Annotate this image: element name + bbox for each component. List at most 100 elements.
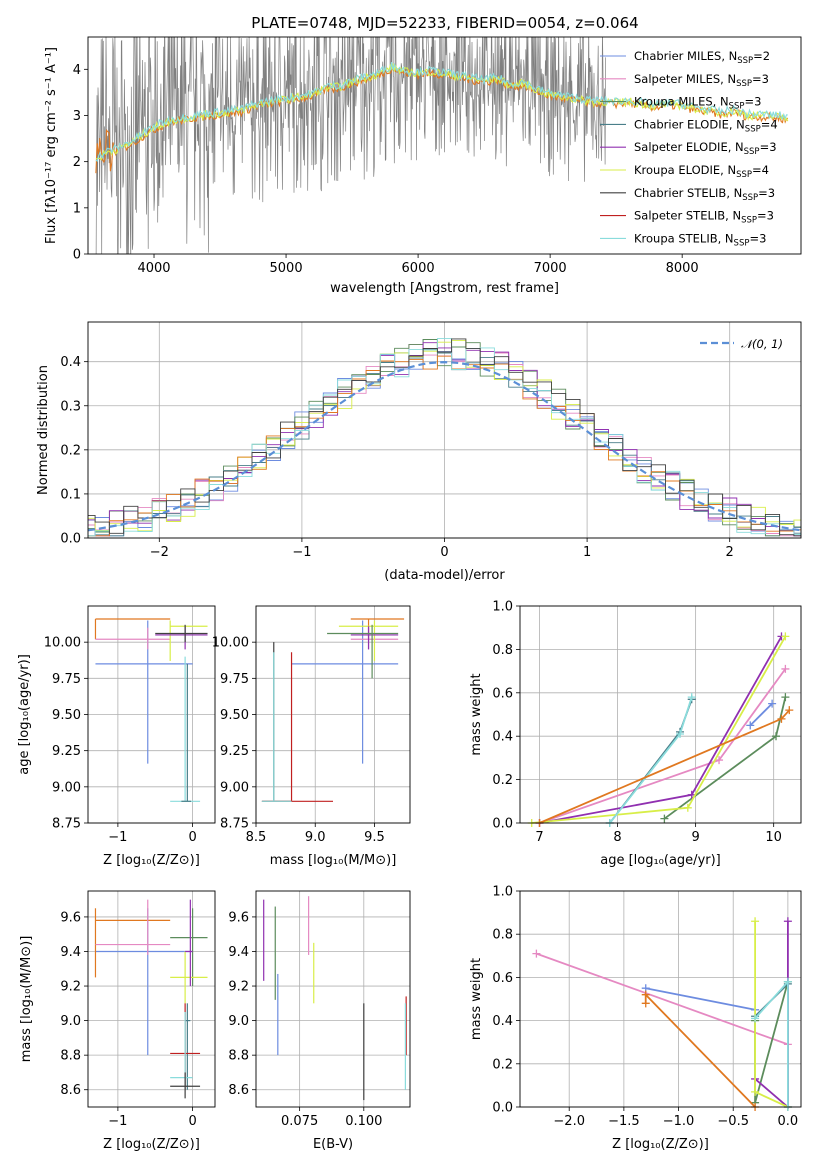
legend-label-subscript: SSP [741,216,757,226]
y-tick-label: 10.00 [212,636,249,651]
y-tick-label: 0 [73,248,81,263]
legend-label-subscript: SSP [745,124,761,134]
age-vs-metallicity-panel: −1 0 8.75 9.00 9.25 9.50 9.75 10.00 Z [log₁₀(Z/Z… [17,605,216,868]
mass-weight-line [536,952,789,1046]
x-tick-label: 9.0 [305,830,326,845]
mass-weight-line [749,702,773,727]
x-axis-label: Z [log₁₀(Z/Z⊙)] [612,1137,709,1152]
mass-weight-point [751,1087,760,1096]
legend-label-suffix: =3 [749,231,766,245]
y-tick-label: 8.6 [60,1083,81,1098]
legend-label-subscript: SSP [744,147,760,157]
axis-frame [255,605,411,824]
y-tick-label: 9.75 [220,672,249,687]
y-axis-label: Flux [fλ10⁻¹⁷ erg cm⁻² s⁻¹ A⁻¹] [44,47,59,244]
line-series-group [527,632,794,827]
legend-label-text: Kroupa MILES, N [634,95,729,109]
x-axis-label: mass [log₁₀(M/M⊙)] [270,853,397,868]
y-tick-label: 2 [73,155,81,170]
y-tick-label: 8.6 [228,1083,249,1098]
legend-label: 𝒩(0, 1) [741,337,783,351]
y-tick-label: 0.2 [492,773,513,788]
x-tick-label: 0.0 [778,1114,799,1129]
mass-vs-metallicity-panel: −1 0 8.6 8.8 9.0 9.2 9.4 9.6 Z [log₁₀(Z/Z⊙)] mass… [19,890,216,1152]
mass-weight-point [641,999,650,1008]
x-tick-label: 7 [535,830,543,845]
x-axis-label: Z [log₁₀(Z/Z⊙)] [103,1137,200,1152]
x-tick-label: −1.0 [663,1114,695,1129]
normal-distribution-curve [88,360,801,532]
mass-weight-point [785,706,794,715]
mass-weight-line [531,635,787,824]
y-tick-label: 0.3 [60,399,81,414]
errorbar-group [263,896,407,1101]
mass-weight-point [687,693,696,702]
mass-weight-point [746,721,755,730]
y-tick-label: 9.50 [220,708,249,723]
errorbar-group [261,618,405,802]
y-axis-label: mass weight [469,673,484,755]
x-tick-label: 0 [188,830,196,845]
legend-label: Chabrier MILES, NSSP=2 [634,49,770,66]
figure-title: PLATE=0748, MJD=52233, FIBERID=0054, z=0… [251,14,638,32]
mass-weight-line [609,696,693,824]
mass-weight-point [660,814,669,823]
mass-weight-point [781,632,790,641]
x-tick-label: −0.5 [717,1114,749,1129]
x-axis-label: wavelength [Angstrom, rest frame] [330,281,559,296]
x-tick-label: 0.100 [345,1114,382,1129]
legend-label-text: Chabrier STELIB, N [634,186,742,200]
x-tick-label: 9 [691,830,699,845]
legend-label-text: Salpeter STELIB, N [634,209,741,223]
x-tick-label: 1 [583,545,591,560]
legend-label-text: Kroupa STELIB, N [634,231,734,245]
x-tick-label: −1 [108,1114,127,1129]
mass-weight-point [783,977,792,986]
x-tick-label: −2.0 [553,1114,585,1129]
y-tick-label: 9.00 [220,780,249,795]
x-tick-label: 0 [440,545,448,560]
x-tick-label: −1.5 [608,1114,640,1129]
legend-label-subscript: SSP [729,102,745,112]
y-axis-label: mass weight [469,958,484,1040]
legend-label-suffix: =3 [760,140,777,154]
y-tick-label: 8.75 [220,817,249,832]
legend-label-subscript: SSP [734,238,750,248]
legend-label-suffix: =4 [761,117,778,131]
x-tick-label: 2 [726,545,734,560]
y-axis-label: age [log₁₀(age/yr)] [17,654,32,775]
y-tick-label: 0.8 [492,928,513,943]
x-tick-label: 4000 [137,261,170,276]
legend-label-text: Kroupa ELODIE, N [634,163,736,177]
x-tick-label: −1 [292,545,311,560]
mass-weight-point [783,917,792,926]
y-tick-label: 0.6 [492,971,513,986]
histogram-step-line [88,349,801,537]
histogram-step-line [88,342,801,537]
y-tick-label: 8.75 [52,817,81,832]
x-tick-label: 8.5 [246,830,267,845]
x-tick-label: 8 [613,830,621,845]
legend-label-subscript: SSP [737,56,753,66]
legend-label-text: Chabrier MILES, N [634,49,737,63]
residuals-histogram-panel: −2 −1 0 1 2 0.0 0.1 0.2 0.3 0.4 (data-model)/error… [36,321,802,583]
y-tick-label: 9.2 [228,980,249,995]
mass-weight-point [751,1014,760,1023]
axis-frame [87,36,802,255]
y-tick-label: 0.4 [492,1014,513,1029]
y-tick-label: 0.1 [60,487,81,502]
axis-frame [87,890,216,1108]
y-tick-label: 9.6 [228,910,249,925]
model-spectrum-line [95,62,788,163]
x-tick-label: 10 [765,830,782,845]
mass-weight-line [644,992,756,1108]
legend-label: Kroupa ELODIE, NSSP=4 [634,163,769,180]
x-tick-label: 9.5 [364,830,385,845]
mass-weight-line [663,696,787,820]
x-tick-label: 8000 [666,261,699,276]
y-tick-label: 9.75 [52,672,81,687]
y-tick-label: 0.2 [60,443,81,458]
mass-weight-point [751,917,760,926]
x-tick-label: 0.075 [281,1114,318,1129]
